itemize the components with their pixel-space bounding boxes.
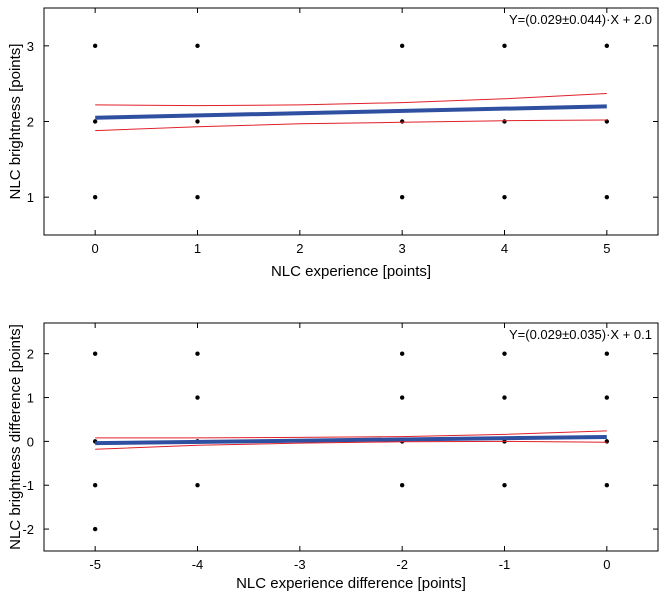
data-point (399, 483, 405, 488)
y-tick-label: -1 (22, 478, 34, 493)
data-point (399, 194, 405, 200)
data-point (604, 351, 610, 356)
x-tick-label: 5 (603, 241, 610, 256)
upper-plot-panel: 0 1 2 3 4 5 1 2 3 Y=(0.029±0.044)·X + 2.0 NLC expe… (7, 7, 659, 280)
confidence-upper-line (95, 93, 607, 107)
y-tick-label: 2 (27, 347, 34, 362)
data-point (604, 483, 610, 488)
data-point (92, 194, 98, 200)
x-tick-label: -1 (499, 557, 511, 572)
x-tick-label: -3 (294, 557, 306, 572)
data-point (399, 119, 405, 124)
fit-equation-annotation: Y=(0.029±0.035)·X + 0.1 (509, 327, 652, 342)
y-axis-label: NLC brightness difference [points] (7, 324, 24, 550)
data-point (92, 351, 98, 356)
axes-frame (43, 7, 659, 236)
x-tick-label: -2 (396, 557, 408, 572)
y-axis-label: NLC brightness [points] (7, 44, 24, 200)
x-tick-label: -5 (89, 557, 101, 572)
data-point (604, 194, 610, 200)
data-point (399, 43, 405, 49)
data-point (502, 119, 507, 124)
data-point (604, 395, 610, 400)
y-tick-label: 3 (27, 39, 34, 54)
x-axis-label: NLC experience [points] (271, 263, 431, 280)
regression-line (95, 435, 607, 446)
data-point (502, 395, 507, 400)
data-point (92, 483, 98, 488)
confidence-upper-line (95, 430, 607, 439)
data-point (502, 351, 507, 356)
data-point (195, 351, 200, 356)
data-point (195, 43, 200, 49)
data-point (195, 395, 200, 400)
y-tick-label: 0 (27, 434, 34, 449)
data-point (195, 119, 200, 124)
x-tick-label: 0 (603, 557, 610, 572)
x-tick-label: -4 (192, 557, 204, 572)
x-tick-label: 4 (501, 241, 508, 256)
data-point (399, 351, 405, 356)
y-tick-label: 1 (27, 190, 34, 205)
x-tick-label: 0 (92, 241, 99, 256)
data-point (502, 194, 507, 200)
data-point (604, 439, 610, 444)
x-tick-label: 3 (399, 241, 406, 256)
confidence-lower-line (95, 440, 607, 450)
x-tick-label: 1 (194, 241, 201, 256)
data-point (92, 119, 98, 124)
data-point (604, 43, 610, 49)
y-tick-label: 2 (27, 115, 34, 130)
data-point (195, 194, 200, 200)
data-point (502, 43, 507, 49)
data-point (92, 43, 98, 49)
x-axis-label: NLC experience difference [points] (236, 575, 466, 592)
regression-line (95, 104, 607, 120)
y-tick-label: 1 (27, 391, 34, 406)
data-point (502, 483, 507, 488)
confidence-lower-line (95, 119, 607, 132)
lower-plot-panel: -5 -4 -3 -2 -1 0 -2 -1 0 1 2 Y=(0.029±0.035)·X + 0.… (7, 322, 659, 592)
data-point (92, 526, 98, 532)
x-tick-label: 2 (296, 241, 303, 256)
data-point (399, 395, 405, 400)
data-point (195, 483, 200, 488)
y-tick-label: -2 (22, 522, 34, 537)
fit-equation-annotation: Y=(0.029±0.044)·X + 2.0 (509, 12, 652, 27)
